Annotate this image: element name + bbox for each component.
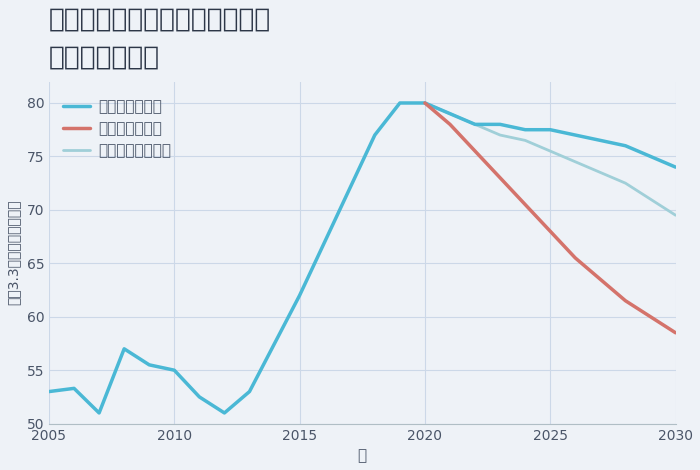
グッドシナリオ — [270, 341, 279, 346]
グッドシナリオ — [70, 385, 78, 391]
グッドシナリオ — [195, 394, 204, 400]
Text: 愛知県名古屋市中村区森末町の
土地の価格推移: 愛知県名古屋市中村区森末町の 土地の価格推移 — [49, 7, 271, 71]
バッドシナリオ — [421, 100, 429, 106]
グッドシナリオ — [295, 292, 304, 298]
ノーマルシナリオ — [571, 159, 580, 164]
グッドシナリオ — [220, 410, 229, 416]
バッドシナリオ — [496, 175, 504, 180]
バッドシナリオ — [646, 314, 654, 320]
Y-axis label: 坪（3.3㎡）単価（万円）: 坪（3.3㎡）単価（万円） — [7, 200, 21, 306]
グッドシナリオ — [245, 389, 253, 394]
グッドシナリオ — [521, 127, 529, 133]
バッドシナリオ — [546, 228, 554, 234]
グッドシナリオ — [145, 362, 153, 368]
グッドシナリオ — [646, 154, 654, 159]
グッドシナリオ — [120, 346, 128, 352]
バッドシナリオ — [521, 202, 529, 207]
バッドシナリオ — [621, 298, 629, 304]
ノーマルシナリオ — [446, 111, 454, 117]
グッドシナリオ — [571, 132, 580, 138]
ノーマルシナリオ — [621, 180, 629, 186]
グッドシナリオ — [45, 389, 53, 394]
X-axis label: 年: 年 — [358, 448, 367, 463]
ノーマルシナリオ — [671, 212, 680, 218]
バッドシナリオ — [446, 122, 454, 127]
グッドシナリオ — [321, 239, 329, 245]
ノーマルシナリオ — [546, 148, 554, 154]
バッドシナリオ — [571, 255, 580, 261]
Line: ノーマルシナリオ: ノーマルシナリオ — [425, 103, 676, 215]
Line: グッドシナリオ: グッドシナリオ — [49, 103, 676, 413]
グッドシナリオ — [471, 122, 480, 127]
グッドシナリオ — [546, 127, 554, 133]
バッドシナリオ — [671, 330, 680, 336]
グッドシナリオ — [596, 138, 605, 143]
ノーマルシナリオ — [421, 100, 429, 106]
バッドシナリオ — [471, 148, 480, 154]
ノーマルシナリオ — [471, 122, 480, 127]
Legend: グッドシナリオ, バッドシナリオ, ノーマルシナリオ: グッドシナリオ, バッドシナリオ, ノーマルシナリオ — [63, 100, 171, 158]
グッドシナリオ — [496, 122, 504, 127]
グッドシナリオ — [395, 100, 404, 106]
ノーマルシナリオ — [596, 170, 605, 175]
Line: バッドシナリオ: バッドシナリオ — [425, 103, 676, 333]
グッドシナリオ — [671, 164, 680, 170]
グッドシナリオ — [446, 111, 454, 117]
グッドシナリオ — [370, 132, 379, 138]
バッドシナリオ — [596, 276, 605, 282]
グッドシナリオ — [346, 186, 354, 191]
ノーマルシナリオ — [646, 196, 654, 202]
グッドシナリオ — [170, 368, 178, 373]
ノーマルシナリオ — [496, 132, 504, 138]
グッドシナリオ — [621, 143, 629, 149]
ノーマルシナリオ — [521, 138, 529, 143]
グッドシナリオ — [421, 100, 429, 106]
グッドシナリオ — [95, 410, 104, 416]
